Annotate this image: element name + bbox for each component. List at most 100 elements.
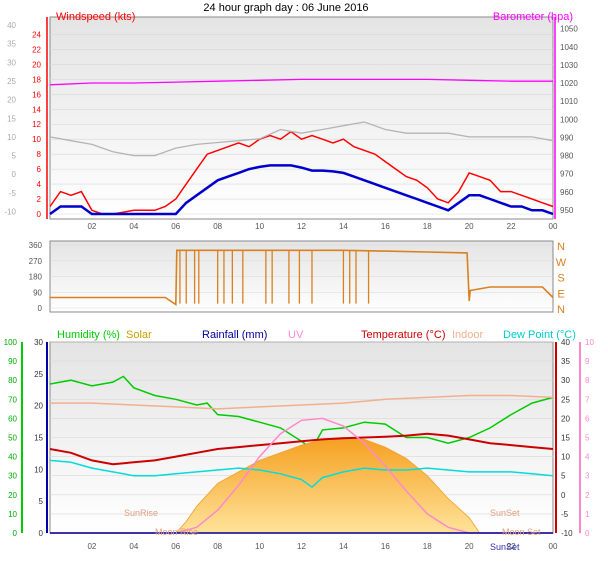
temperature-panel: Humidity (%) Solar Rainfall (mm) UV Temp… — [4, 329, 595, 552]
gust-tick-label: 5 — [12, 152, 17, 161]
legend-rainfall: Rainfall (mm) — [202, 329, 267, 341]
uv-tick-label: 5 — [585, 434, 590, 443]
barometer-tick-label: 980 — [560, 152, 574, 161]
compass-label: E — [557, 288, 564, 300]
series-humidity — [49, 375, 554, 451]
barometer-tick-label: 1040 — [560, 43, 578, 52]
time-tick-label: 10 — [255, 222, 264, 231]
direction-tick-label: 360 — [29, 241, 43, 250]
humidity-tick-label: 10 — [8, 510, 17, 519]
windspeed-tick-label: 6 — [37, 165, 42, 174]
time-tick-label: 22 — [507, 222, 516, 231]
temperature-tick-label: 5 — [561, 472, 566, 481]
time-tick-label: 08 — [213, 542, 222, 551]
direction-series — [50, 249, 554, 306]
annotation-moonset: Moon Set — [502, 527, 541, 537]
time-tick-label: 18 — [423, 542, 432, 551]
barometer-tick-label: 960 — [560, 188, 574, 197]
humidity-tick-label: 80 — [8, 376, 17, 385]
uv-tick-label: 1 — [585, 510, 590, 519]
windspeed-tick-label: 12 — [32, 120, 41, 129]
legend-indoor: Indoor — [452, 329, 484, 341]
uv-tick-label: 10 — [585, 338, 594, 347]
sun-moon-annotations: SunRise Moon Rise SunSet SunSet Moon Set — [124, 508, 541, 552]
graph-title: 24 hour graph day : 06 June 2016 — [203, 2, 368, 14]
compass-label: W — [556, 257, 567, 269]
legend-dewpoint: Dew Point (°C) — [503, 329, 576, 341]
annotation-sunrise: SunRise — [124, 508, 158, 518]
direction-axis: 360 270 180 90 0 — [29, 241, 43, 313]
temperature-tick-label: 20 — [561, 414, 570, 423]
uv-tick-label: 2 — [585, 491, 590, 500]
windspeed-title: Windspeed (kts) — [56, 11, 135, 23]
humidity-tick-label: 0 — [13, 529, 18, 538]
temperature-tick-label: -10 — [561, 529, 573, 538]
time-tick-label: 06 — [171, 542, 180, 551]
humidity-tick-label: 60 — [8, 414, 17, 423]
gust-axis: 40 35 30 25 20 15 10 5 0 -5 -10 — [4, 21, 16, 217]
rainfall-tick-label: 30 — [34, 338, 43, 347]
uv-tick-label: 7 — [585, 395, 590, 404]
gust-tick-label: 40 — [7, 21, 16, 30]
windspeed-tick-label: 22 — [32, 45, 41, 54]
uv-tick-label: 8 — [585, 376, 590, 385]
barometer-tick-label: 970 — [560, 170, 574, 179]
series-temperature — [49, 432, 554, 466]
humidity-tick-label: 20 — [8, 491, 17, 500]
uv-tick-label: 4 — [585, 453, 590, 462]
windspeed-tick-label: 0 — [37, 210, 42, 219]
time-tick-label: 14 — [339, 222, 348, 231]
windspeed-tick-label: 14 — [32, 105, 41, 114]
windspeed-tick-label: 4 — [37, 180, 42, 189]
series-uv — [50, 417, 553, 534]
temperature-tick-label: 15 — [561, 434, 570, 443]
legend-solar: Solar — [126, 329, 152, 341]
humidity-tick-label: 30 — [8, 472, 17, 481]
legend-humidity: Humidity (%) — [57, 329, 120, 341]
time-tick-label: 00 — [549, 222, 558, 231]
gust-tick-label: -5 — [9, 189, 17, 198]
gust-tick-label: 20 — [7, 96, 16, 105]
time-tick-label: 16 — [381, 542, 390, 551]
temperature-tick-label: 35 — [561, 357, 570, 366]
uv-tick-label: 0 — [585, 529, 590, 538]
series-windspeed-average — [49, 164, 554, 216]
humidity-tick-label: 50 — [8, 434, 17, 443]
time-tick-label: 08 — [213, 222, 222, 231]
series-indoor — [50, 394, 554, 410]
temperature-tick-label: 0 — [561, 491, 566, 500]
barometer-tick-label: 1010 — [560, 97, 578, 106]
gust-tick-label: 35 — [7, 40, 16, 49]
wind-grid — [50, 34, 553, 215]
wind-plot-area — [49, 16, 554, 220]
time-tick-label: 12 — [297, 222, 306, 231]
direction-tick-label: 180 — [29, 273, 43, 282]
wind-time-axis: 02 04 06 08 10 12 14 16 18 20 22 00 — [87, 222, 558, 231]
windspeed-tick-label: 20 — [32, 60, 41, 69]
uv-tick-label: 3 — [585, 472, 590, 481]
gust-tick-label: 15 — [7, 114, 16, 123]
temperature-series — [49, 375, 554, 534]
series-windspeed — [49, 130, 554, 215]
rainfall-tick-label: 15 — [34, 434, 43, 443]
legend-uv: UV — [288, 329, 304, 341]
rainfall-tick-label: 20 — [34, 402, 43, 411]
temperature-tick-label: 10 — [561, 453, 570, 462]
direction-tick-label: 90 — [33, 288, 42, 297]
annotation-moonrise: Moon Rise — [155, 527, 198, 537]
humidity-tick-label: 70 — [8, 395, 17, 404]
uv-tick-label: 6 — [585, 414, 590, 423]
rainfall-tick-label: 5 — [39, 497, 44, 506]
time-tick-label: 12 — [297, 542, 306, 551]
time-tick-label: 04 — [129, 222, 138, 231]
time-tick-label: 22 — [507, 542, 516, 551]
barometer-tick-label: 950 — [560, 206, 574, 215]
direction-tick-label: 0 — [38, 304, 43, 313]
compass-label: S — [557, 273, 564, 285]
time-tick-label: 06 — [171, 222, 180, 231]
compass-label: N — [557, 304, 565, 316]
windspeed-tick-label: 2 — [37, 195, 42, 204]
time-tick-label: 00 — [549, 542, 558, 551]
